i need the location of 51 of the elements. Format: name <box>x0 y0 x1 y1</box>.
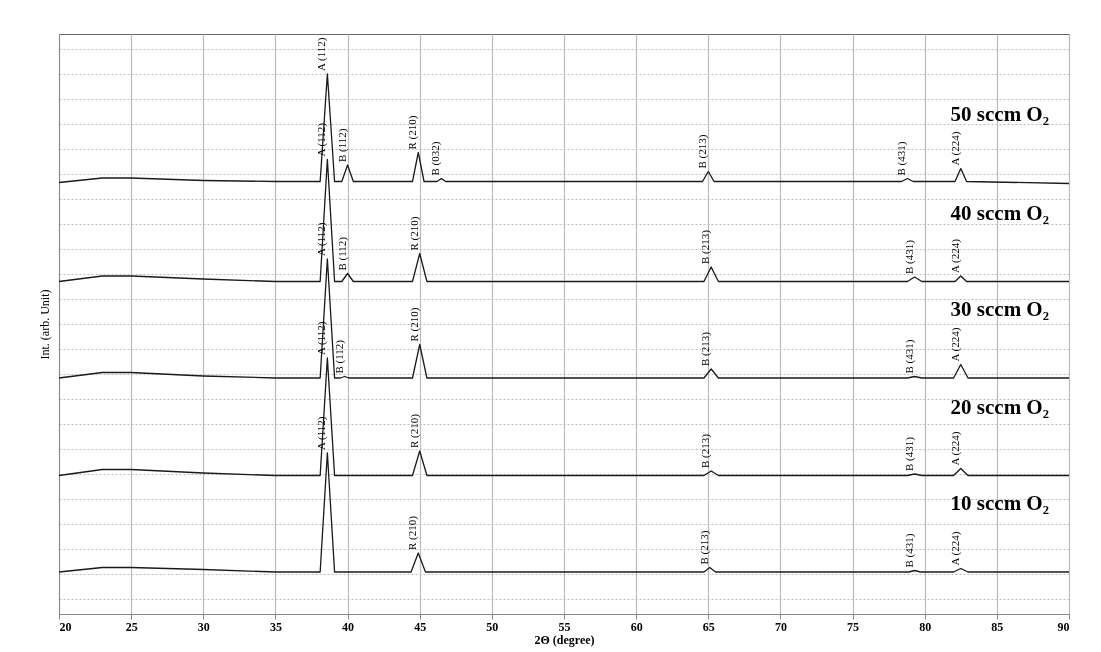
annotation: A (224) <box>948 131 962 166</box>
x-tick-label: 70 <box>774 619 787 634</box>
annotation: A (112) <box>315 122 329 157</box>
annotation: A (224) <box>948 431 962 466</box>
annotation: B (213) <box>699 331 713 366</box>
annotation: B (112) <box>335 128 349 162</box>
annotation: A (112) <box>315 416 329 450</box>
text: 30 sccm O₂ <box>950 297 1049 321</box>
x-tick-label: 65 <box>702 619 715 634</box>
text: 50 sccm O₂ <box>950 101 1049 126</box>
annotation: B (431) <box>902 339 916 374</box>
annotation: A (224) <box>948 531 962 566</box>
x-tick-label: 40 <box>342 619 355 634</box>
x-tick-label: 30 <box>197 619 210 634</box>
annotation: R (210) <box>407 216 421 251</box>
annotation: A (224) <box>948 327 962 362</box>
text: 10 sccm O₂ <box>950 491 1049 515</box>
x-tick-label: 60 <box>630 619 643 634</box>
annotation: B (213) <box>697 530 711 565</box>
annotation: B (213) <box>696 134 710 169</box>
annotation: R (210) <box>406 515 420 550</box>
x-tick-label: 80 <box>919 619 932 634</box>
x-tick-label: 20 <box>59 619 72 634</box>
annotation: B (032) <box>429 141 443 176</box>
annotation: R (210) <box>407 307 421 342</box>
x-tick-label: 25 <box>125 619 138 634</box>
x-tick-label: 85 <box>991 619 1004 634</box>
annotation: B (213) <box>699 229 713 264</box>
x-tick-label: 55 <box>558 619 571 634</box>
x-tick-label: 50 <box>486 619 499 634</box>
annotation: R (210) <box>406 115 420 150</box>
annotation: B (431) <box>902 533 916 568</box>
annotation: B (431) <box>902 436 916 471</box>
text: 40 sccm O₂ <box>950 200 1049 225</box>
x-tick-label: 45 <box>414 619 427 634</box>
annotation: A (112) <box>315 37 329 71</box>
annotation: B (431) <box>895 141 909 176</box>
annotation: A (224) <box>948 238 962 273</box>
annotation: B (112) <box>335 236 349 271</box>
annotation: A (112) <box>315 321 329 355</box>
x-tick-label: 75 <box>847 619 860 634</box>
annotation: B (213) <box>699 433 713 468</box>
annotation: R (210) <box>407 413 421 448</box>
x-axis-title: 2Θ (degree) <box>534 632 595 647</box>
annotation: B (112) <box>332 339 346 374</box>
y-axis-title: Int. (arb. Unit) <box>37 289 52 360</box>
annotation: A (112) <box>315 222 329 256</box>
annotation: B (431) <box>902 239 916 274</box>
x-tick-label: 90 <box>1057 619 1070 634</box>
x-tick-label: 35 <box>269 619 282 634</box>
text: 20 sccm O₂ <box>950 394 1049 419</box>
